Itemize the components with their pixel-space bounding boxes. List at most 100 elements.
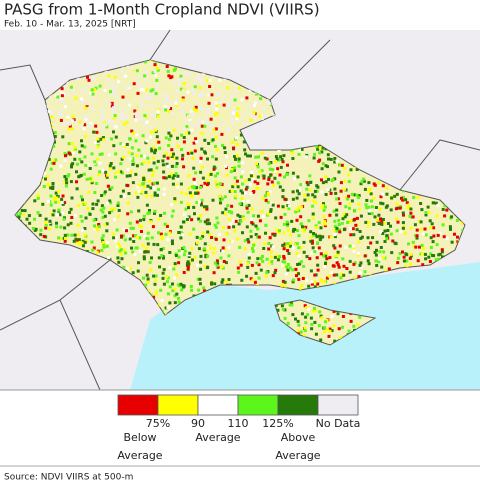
- ndvi-pixel: [215, 112, 219, 115]
- ndvi-pixel: [288, 303, 292, 307]
- ndvi-pixel: [143, 60, 147, 64]
- ndvi-pixel: [214, 135, 218, 139]
- ndvi-pixel: [54, 158, 58, 162]
- ndvi-pixel: [175, 292, 179, 296]
- ndvi-pixel: [412, 195, 416, 199]
- ndvi-pixel: [323, 205, 327, 209]
- ndvi-pixel: [342, 212, 346, 216]
- ndvi-pixel: [138, 104, 142, 108]
- ndvi-pixel: [142, 160, 146, 164]
- ndvi-pixel: [333, 229, 337, 233]
- ndvi-pixel: [306, 183, 310, 187]
- ndvi-pixel: [242, 140, 246, 144]
- ndvi-pixel: [236, 114, 240, 118]
- ndvi-pixel: [153, 63, 157, 67]
- ndvi-pixel: [258, 170, 262, 174]
- ndvi-pixel: [341, 315, 345, 318]
- ndvi-pixel: [167, 144, 171, 147]
- ndvi-pixel: [288, 233, 292, 237]
- ndvi-pixel: [308, 188, 312, 192]
- ndvi-pixel: [123, 238, 127, 242]
- ndvi-pixel: [267, 162, 271, 166]
- ndvi-pixel: [76, 241, 80, 244]
- ndvi-pixel: [102, 245, 106, 249]
- ndvi-pixel: [349, 319, 353, 323]
- ndvi-pixel: [252, 111, 256, 115]
- ndvi-pixel: [435, 243, 439, 247]
- ndvi-pixel: [319, 226, 323, 230]
- ndvi-pixel: [102, 206, 106, 210]
- ndvi-pixel: [60, 197, 64, 201]
- ndvi-pixel: [163, 105, 167, 109]
- ndvi-pixel: [286, 163, 289, 167]
- ndvi-pixel: [214, 157, 218, 161]
- ndvi-pixel: [372, 222, 376, 226]
- ndvi-pixel: [194, 137, 198, 141]
- ndvi-pixel: [230, 239, 234, 243]
- ndvi-pixel: [166, 164, 170, 168]
- ndvi-pixel: [257, 186, 261, 190]
- ndvi-pixel: [59, 164, 63, 168]
- ndvi-pixel: [112, 124, 116, 128]
- ndvi-pixel: [135, 111, 139, 115]
- ndvi-pixel: [152, 114, 156, 118]
- ndvi-pixel: [177, 83, 181, 87]
- ndvi-pixel: [230, 96, 234, 100]
- ndvi-pixel: [146, 242, 150, 246]
- ndvi-pixel: [251, 190, 255, 194]
- ndvi-pixel: [398, 252, 402, 255]
- ndvi-pixel: [329, 157, 333, 161]
- ndvi-pixel: [401, 226, 405, 230]
- ndvi-pixel: [342, 228, 346, 232]
- ndvi-pixel: [87, 106, 91, 110]
- ndvi-pixel: [385, 192, 389, 196]
- ndvi-pixel: [168, 285, 172, 289]
- ndvi-pixel: [120, 69, 124, 73]
- ndvi-pixel: [173, 294, 177, 298]
- ndvi-pixel: [167, 138, 171, 141]
- ndvi-pixel: [226, 129, 230, 133]
- ndvi-pixel: [264, 223, 268, 227]
- ndvi-pixel: [275, 254, 279, 258]
- ndvi-pixel: [159, 232, 163, 236]
- ndvi-pixel: [335, 229, 339, 233]
- ndvi-pixel: [276, 167, 280, 171]
- ndvi-pixel: [235, 143, 239, 146]
- ndvi-pixel: [314, 332, 318, 336]
- ndvi-pixel: [313, 195, 317, 199]
- ndvi-pixel: [328, 256, 332, 260]
- ndvi-pixel: [286, 224, 290, 228]
- ndvi-pixel: [290, 149, 294, 152]
- ndvi-pixel: [152, 146, 156, 150]
- ndvi-pixel: [366, 236, 370, 240]
- ndvi-pixel: [204, 116, 208, 120]
- ndvi-pixel: [252, 116, 256, 120]
- ndvi-pixel: [324, 180, 328, 184]
- ndvi-pixel: [453, 232, 456, 236]
- ndvi-pixel: [179, 182, 183, 186]
- ndvi-pixel: [442, 235, 446, 239]
- ndvi-pixel: [122, 265, 126, 269]
- ndvi-pixel: [77, 238, 81, 242]
- ndvi-pixel: [200, 165, 204, 169]
- ndvi-pixel: [271, 168, 275, 172]
- ndvi-pixel: [325, 319, 329, 322]
- ndvi-pixel: [49, 167, 53, 171]
- ndvi-pixel: [187, 131, 191, 135]
- ndvi-pixel: [97, 223, 101, 226]
- ndvi-pixel: [259, 256, 263, 260]
- ndvi-pixel: [231, 185, 235, 189]
- ndvi-pixel: [112, 236, 116, 240]
- ndvi-pixel: [164, 306, 168, 310]
- ndvi-pixel: [82, 127, 86, 131]
- ndvi-pixel: [230, 204, 234, 208]
- ndvi-pixel: [67, 127, 71, 131]
- ndvi-pixel: [106, 173, 110, 177]
- ndvi-pixel: [246, 199, 250, 203]
- ndvi-pixel: [266, 200, 270, 204]
- ndvi-pixel: [214, 237, 218, 241]
- ndvi-pixel: [233, 98, 237, 102]
- ndvi-pixel: [367, 211, 371, 215]
- ndvi-pixel: [320, 316, 324, 320]
- ndvi-pixel: [304, 225, 308, 229]
